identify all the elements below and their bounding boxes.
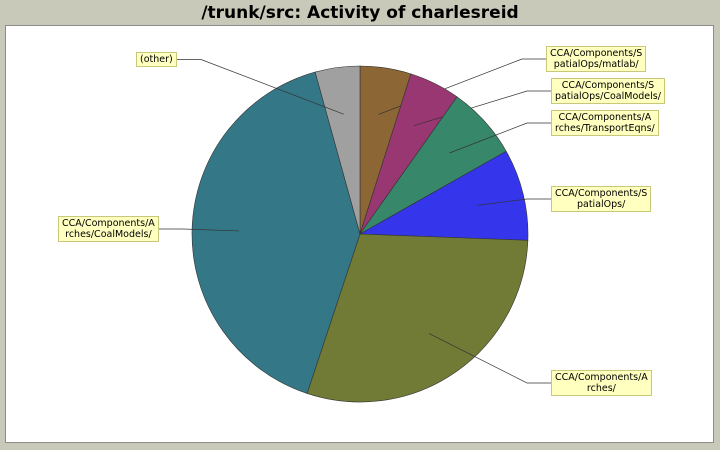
slice-label: (other) (136, 52, 177, 67)
slice-label: CCA/Components/S patialOps/matlab/ (546, 46, 647, 72)
slice-label: CCA/Components/S patialOps/CoalModels/ (551, 78, 665, 104)
leader-line (428, 333, 551, 384)
pie-slice (358, 150, 529, 241)
pie-slice (314, 65, 361, 235)
chart-title: /trunk/src: Activity of charlesreid (201, 3, 519, 23)
leader-line (159, 228, 240, 232)
pie-slice (191, 71, 361, 394)
slice-label: CCA/Components/A rches/TransportEqns/ (551, 110, 659, 136)
leader-line (477, 198, 551, 206)
slice-label: CCA/Components/A rches/ (551, 370, 652, 396)
leader-line (177, 59, 344, 115)
slice-label: CCA/Components/S patialOps/ (551, 186, 652, 212)
plot-area: CCA/Components/S patialOps/matlab/CCA/Co… (5, 25, 714, 443)
leader-line (449, 122, 551, 154)
pie-slice (306, 233, 529, 403)
slice-label: CCA/Components/A rches/CoalModels/ (58, 216, 159, 242)
pie-chart (159, 58, 551, 403)
